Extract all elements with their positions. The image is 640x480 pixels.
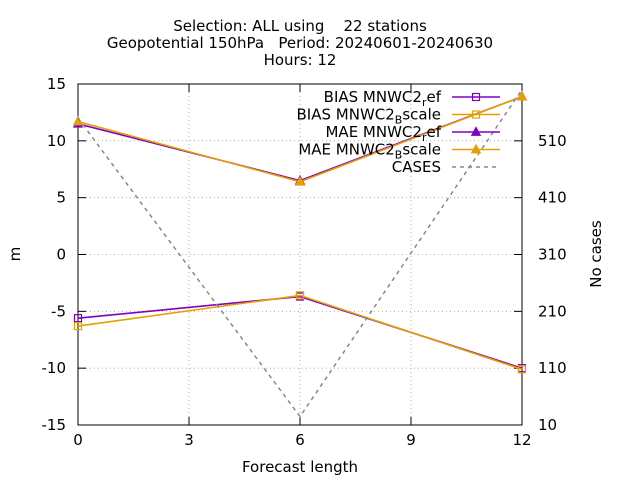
series-3 [72, 90, 528, 186]
x-tick-label: 6 [295, 431, 305, 449]
legend-label: CASES [392, 158, 441, 176]
legend-label: MAE MNWC2Bscale [298, 141, 441, 162]
title-line-3: Hours: 12 [264, 51, 337, 69]
y2-tick-label: 510 [538, 132, 567, 150]
y-tick-label: -15 [42, 416, 67, 434]
y-tick-label: -5 [51, 302, 66, 320]
y-tick-label: 15 [47, 75, 66, 93]
data-point [73, 322, 83, 331]
x-tick-label: 9 [406, 431, 416, 449]
y2-tick-label: 110 [538, 359, 567, 377]
legend-swatch-marker [470, 126, 482, 136]
y2-tick-label: 310 [538, 246, 567, 264]
x-tick-label: 12 [512, 431, 531, 449]
data-point [294, 175, 306, 186]
y-axis-label: m [6, 247, 24, 262]
series-1 [73, 291, 527, 374]
y2-tick-label: 210 [538, 302, 567, 320]
y-tick-label: 10 [47, 132, 66, 150]
legend-label: MAE MNWC2ref [325, 123, 441, 144]
y-tick-label: 5 [56, 189, 66, 207]
legend-swatch-marker [470, 143, 482, 154]
series-line [77, 294, 523, 371]
series [72, 89, 528, 418]
y2-tick-label: 10 [538, 416, 557, 434]
grid [78, 84, 522, 425]
x-tick-label: 3 [184, 431, 194, 449]
legend-label: BIAS MNWC2ref [324, 88, 442, 109]
legend-swatch-marker [471, 110, 481, 119]
legend-label: BIAS MNWC2Bscale [297, 106, 441, 127]
series-4 [77, 89, 523, 418]
y-tick-label: -10 [42, 359, 67, 377]
x-tick-label: 0 [73, 431, 83, 449]
axis-ticks: 15 10 5 0 -5 -10 -15 0 3 6 9 12 510 410 310 210 110 10 [42, 75, 567, 449]
title-line-1: Selection: ALL using 22 stations [173, 17, 427, 35]
data-point [516, 90, 528, 101]
data-point [72, 115, 84, 126]
data-point [517, 365, 527, 374]
y-tick-label: 0 [56, 246, 66, 264]
data-point [73, 314, 83, 323]
series-line [77, 89, 523, 418]
title-line-2: Geopotential 150hPa Period: 20240601-202… [107, 34, 493, 52]
plot-frame [77, 83, 523, 426]
legend-swatch-marker [471, 92, 481, 102]
y2-tick-label: 410 [538, 189, 567, 207]
data-point [295, 291, 305, 300]
x-axis-label: Forecast length [242, 458, 358, 476]
y2-axis-label: No cases [587, 220, 605, 288]
chart-title: Selection: ALL using 22 stations Geopote… [107, 17, 493, 69]
